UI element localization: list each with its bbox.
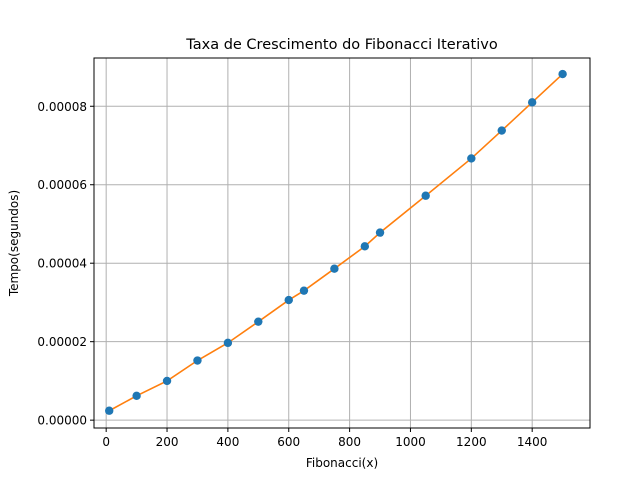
y-tick-label: 0.00002	[37, 335, 87, 349]
fit-line-layer	[108, 73, 564, 412]
data-point	[223, 338, 233, 348]
x-tick-label: 600	[277, 435, 300, 449]
data-point	[421, 191, 430, 200]
y-tick-label: 0.00006	[37, 178, 87, 192]
data-point	[193, 356, 202, 365]
x-tick-label: 400	[216, 435, 239, 449]
data-point	[360, 242, 370, 251]
data-point	[375, 228, 385, 237]
data-point	[132, 391, 141, 401]
data-point	[527, 98, 537, 107]
x-tick-label: 1000	[395, 435, 426, 449]
data-point	[284, 295, 293, 305]
data-point	[330, 264, 339, 273]
data-point	[105, 406, 114, 415]
y-tick-label: 0.00000	[37, 414, 87, 428]
grid	[94, 58, 590, 428]
x-axis-label: Fibonacci(x)	[306, 456, 378, 470]
data-points	[105, 69, 567, 415]
data-point	[558, 69, 567, 79]
y-axis-label: Tempo(segundos)	[7, 190, 21, 297]
ticks: 0 200 400 600 800 1000 1200 1400 0.00000 0.00002 0…	[37, 100, 547, 449]
data-point	[162, 376, 172, 386]
data-point	[467, 154, 476, 163]
x-tick-label: 0	[102, 435, 110, 449]
y-tick-label: 0.00004	[37, 257, 87, 271]
x-tick-label: 1200	[456, 435, 487, 449]
x-tick-label: 1400	[517, 435, 548, 449]
chart-title: Taxa de Crescimento do Fibonacci Iterati…	[185, 37, 498, 53]
x-tick-label: 200	[156, 435, 179, 449]
data-point	[497, 126, 506, 135]
data-point	[299, 286, 309, 295]
data-point	[254, 317, 263, 326]
series-line	[108, 73, 564, 412]
plot-frame	[93, 57, 591, 429]
y-tick-label: 0.00008	[37, 100, 87, 114]
x-tick-label: 800	[338, 435, 361, 449]
